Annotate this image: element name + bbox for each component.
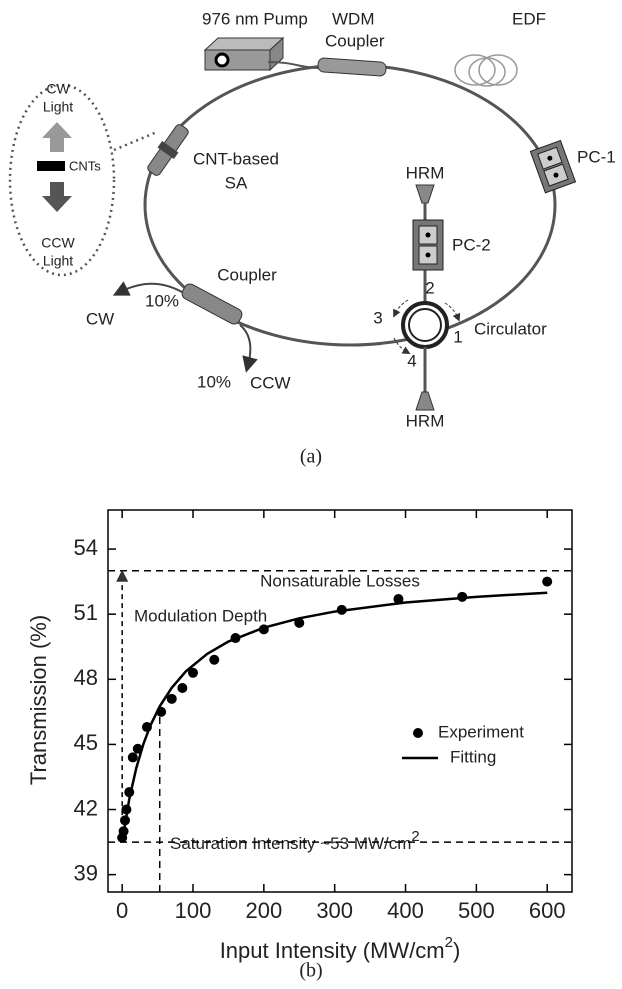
cnt-sa: [144, 121, 193, 178]
x-axis-label-text: Input Intensity (MW/cm: [220, 938, 445, 963]
label: CW: [46, 81, 70, 97]
wdm-coupler: [318, 58, 387, 77]
ccw-arrow: [42, 182, 72, 212]
annotation-text: Saturation Intensity ~53 MW/cm: [170, 834, 411, 853]
legend-marker: [413, 728, 423, 738]
chart: Transmission (%) Input Intensity (MW/cm2…: [26, 510, 572, 982]
diagram: 976 nm Pump WDM Coupler EDF CW Light CNT…: [10, 9, 616, 467]
label: PC-1: [577, 147, 616, 166]
hrm-bottom-device: [416, 392, 434, 410]
label: CCW: [250, 373, 291, 392]
legend-label: Fitting: [450, 747, 496, 766]
label: 10%: [145, 291, 179, 310]
data-point: [177, 683, 187, 693]
label: WDM: [332, 9, 374, 28]
label: HRM: [406, 163, 445, 182]
y-tick-label: 54: [74, 535, 98, 560]
cnt-film: [37, 161, 65, 171]
data-point: [209, 655, 219, 665]
label: Light: [43, 253, 73, 269]
x-tick-label: 600: [529, 898, 566, 923]
y-axis-label: Transmission (%): [26, 615, 51, 785]
caption: (a): [300, 446, 322, 468]
label: 1: [453, 327, 462, 346]
x-axis-label: Input Intensity (MW/cm2): [220, 934, 461, 963]
x-tick-label: 500: [458, 898, 495, 923]
legend-label: Experiment: [438, 722, 524, 741]
label: PC-2: [452, 235, 491, 254]
label: 976 nm Pump: [202, 9, 308, 28]
inset-pointer: [114, 132, 157, 150]
annotation: Saturation Intensity ~53 MW/cm2: [170, 828, 420, 854]
annotation: Nonsaturable Losses: [260, 571, 420, 590]
label: Coupler: [217, 265, 277, 284]
x-tick-label: 0: [116, 898, 128, 923]
label: 2: [425, 278, 434, 297]
figure: 976 nm Pump WDM Coupler EDF CW Light CNT…: [0, 0, 622, 989]
label: Light: [43, 99, 73, 115]
y-tick-label: 42: [74, 795, 98, 820]
y-tick-label: 45: [74, 730, 98, 755]
label: Circulator: [474, 319, 547, 338]
y-tick-label: 48: [74, 665, 98, 690]
label: CW: [86, 309, 114, 328]
label: Coupler: [325, 31, 385, 50]
fit-line: [122, 593, 547, 842]
annotation: Modulation Depth: [134, 606, 267, 625]
y-tick-label: 51: [74, 600, 98, 625]
x-tick-label: 300: [316, 898, 353, 923]
label: 3: [373, 308, 382, 327]
output-coupler: [180, 282, 244, 326]
x-axis-label-suffix: ): [453, 938, 460, 963]
label: SA: [225, 173, 248, 192]
x-tick-label: 400: [387, 898, 424, 923]
label: 4: [407, 351, 416, 370]
hrm-top-device: [416, 185, 434, 203]
y-tick-label: 39: [74, 860, 98, 885]
data-point: [542, 577, 552, 587]
x-axis-label-sup: 2: [445, 934, 453, 951]
cw-arrow: [42, 122, 72, 152]
x-tick-label: 200: [245, 898, 282, 923]
ccw-output: [240, 325, 250, 365]
label: 10%: [197, 372, 231, 391]
label: CCW: [41, 235, 75, 251]
x-tick-label: 100: [175, 898, 212, 923]
caption: (b): [299, 960, 322, 982]
label: HRM: [406, 411, 445, 430]
edf: [455, 55, 517, 86]
data-point: [128, 752, 138, 762]
pump: [205, 38, 320, 70]
pc-2: [413, 220, 443, 270]
label: CNTs: [69, 158, 101, 173]
label: EDF: [512, 9, 546, 28]
label: CNT-based: [193, 149, 279, 168]
